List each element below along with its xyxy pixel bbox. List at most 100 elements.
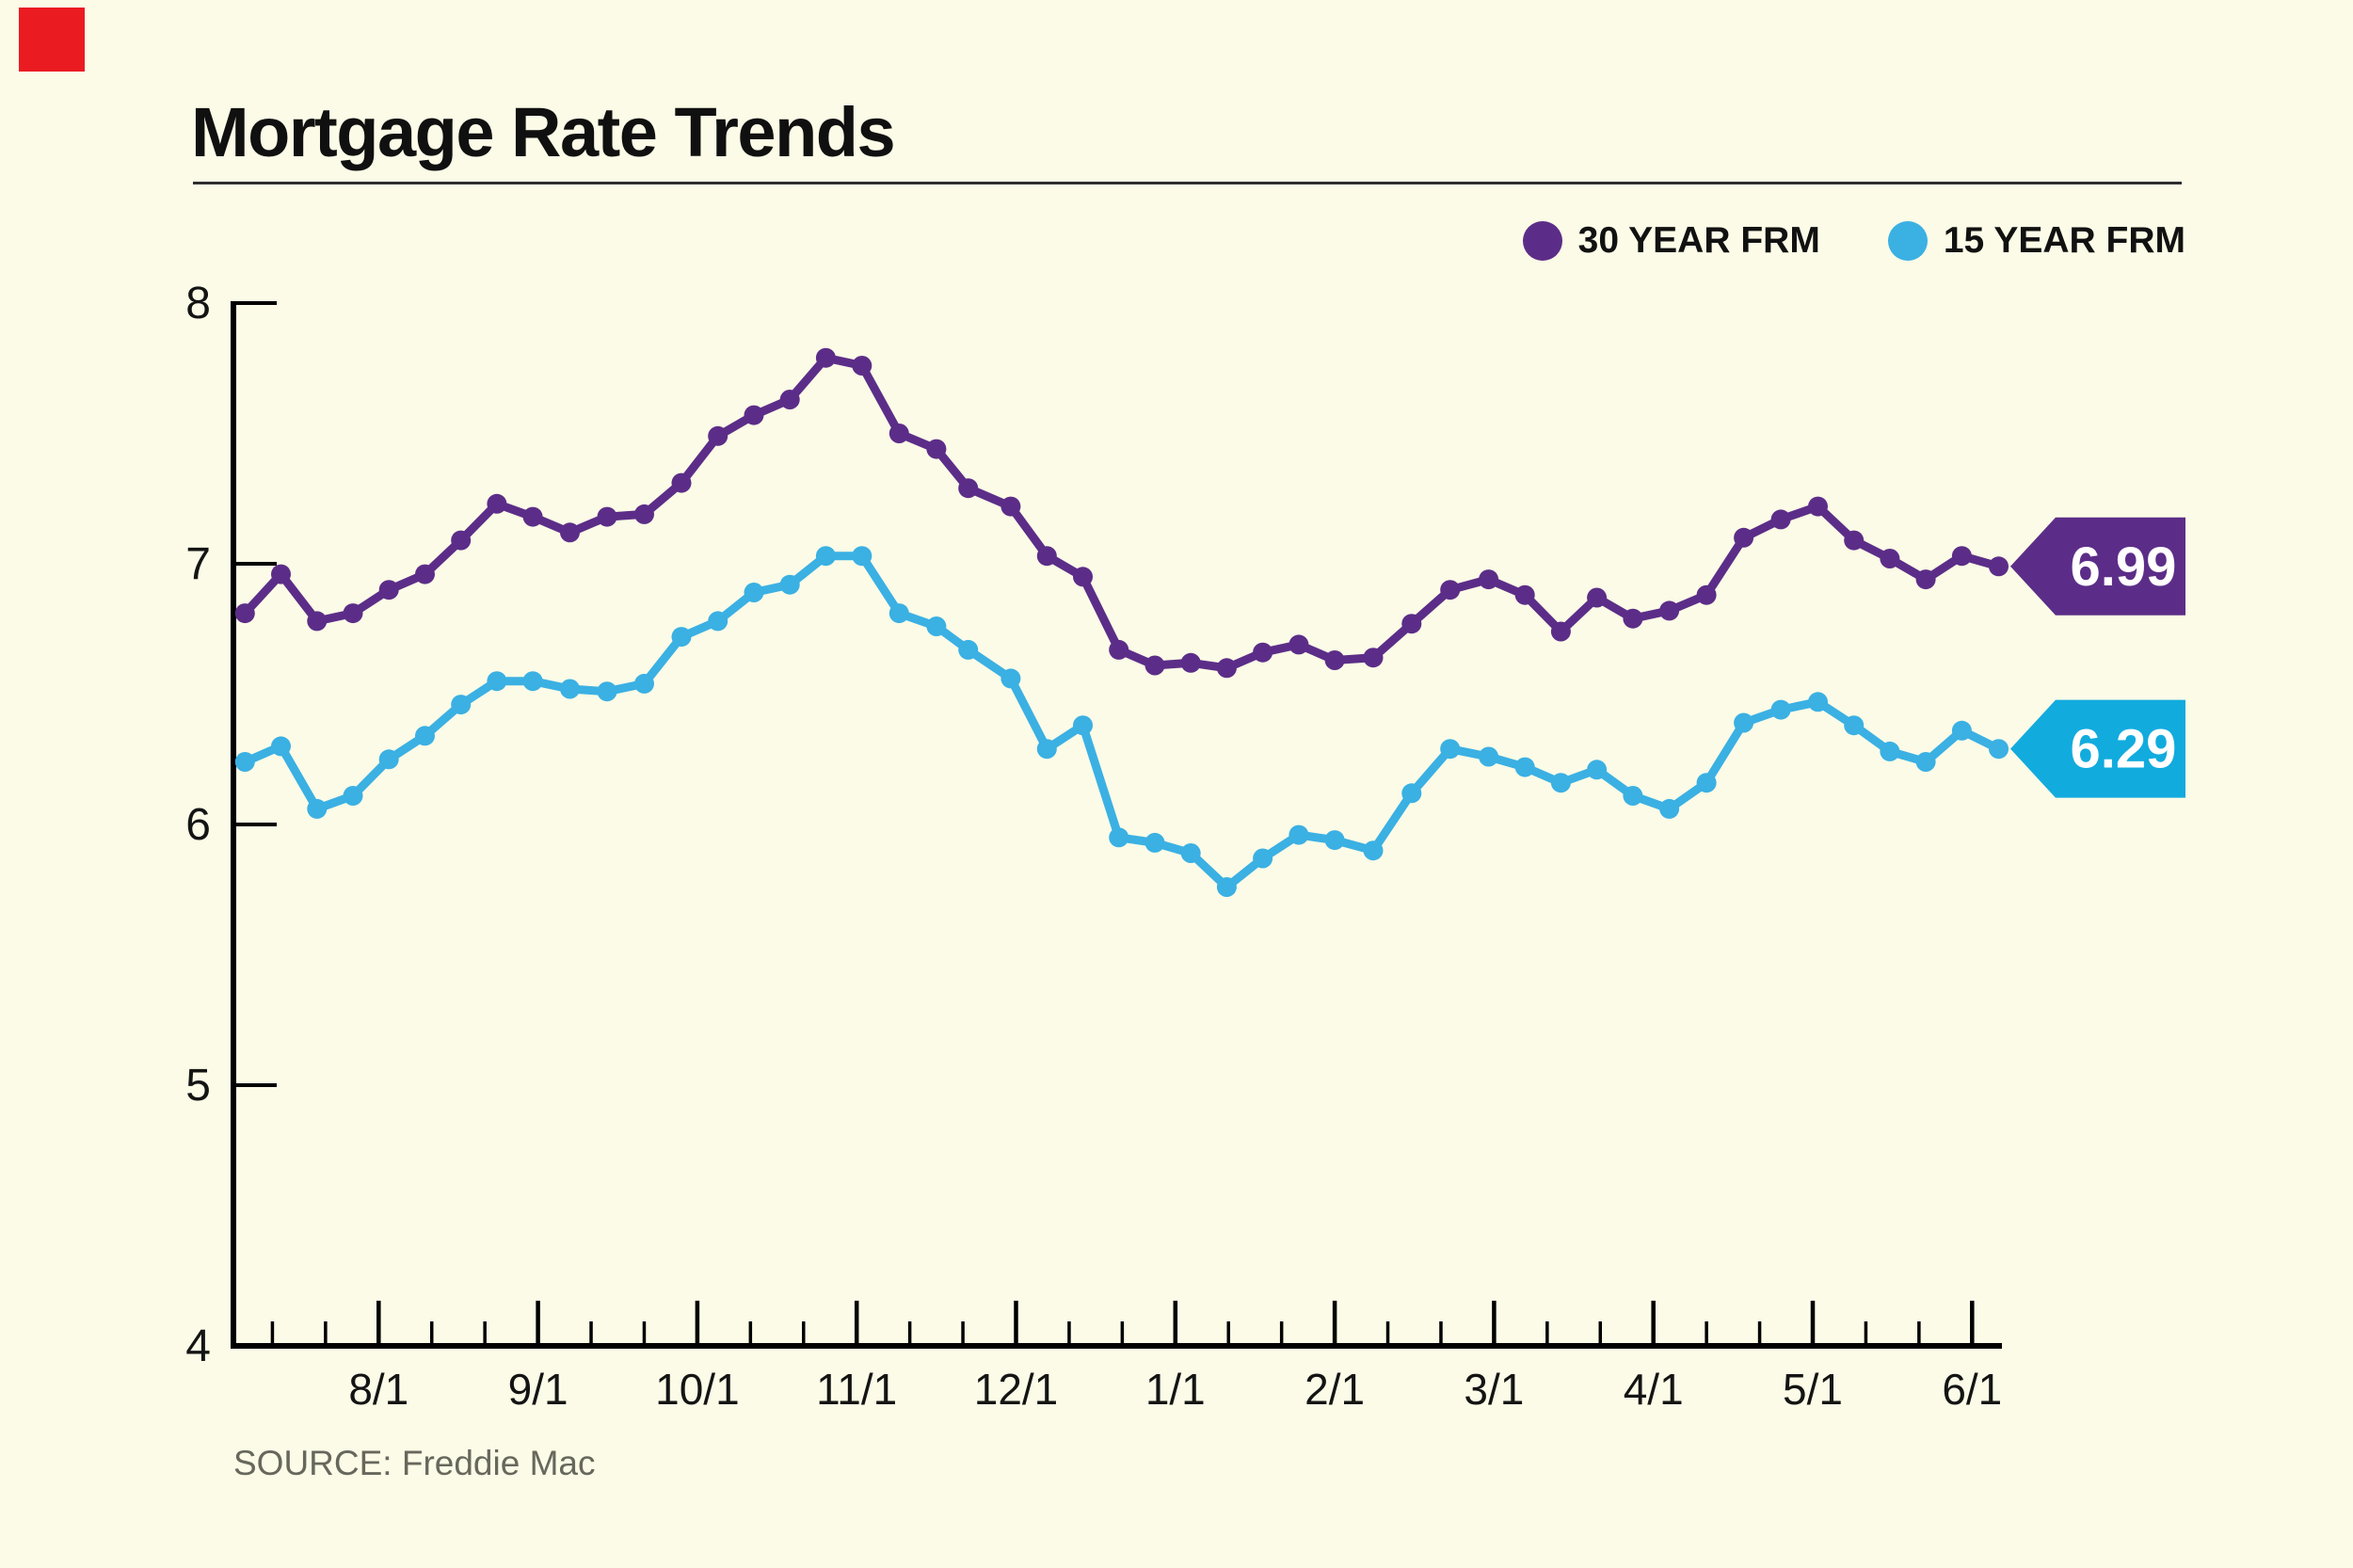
data-point	[926, 439, 947, 459]
data-point	[522, 671, 543, 692]
data-point	[779, 574, 800, 595]
data-point	[1989, 739, 2009, 760]
data-point	[634, 504, 654, 524]
callout-value: 6.99	[2071, 536, 2177, 598]
legend: 30 YEAR FRM 15 YEAR FRM	[1522, 220, 2185, 262]
data-point	[1770, 509, 1791, 530]
data-point	[852, 546, 872, 567]
data-point	[343, 786, 363, 806]
callout-arrow	[2010, 699, 2185, 798]
series-line-30yr	[240, 353, 2003, 673]
data-point	[888, 424, 909, 443]
data-point	[744, 583, 764, 602]
data-point	[597, 681, 617, 702]
data-point	[1109, 827, 1129, 848]
page-title: Mortgage Rate Trends	[191, 93, 896, 171]
data-point	[634, 673, 654, 694]
data-point	[1216, 877, 1237, 897]
data-point	[1623, 786, 1643, 806]
data-point	[487, 493, 507, 514]
data-point	[1550, 773, 1571, 793]
brand-logo-square	[19, 8, 85, 72]
x-tick-label: 2/1	[1305, 1365, 1365, 1414]
x-tick-label: 4/1	[1624, 1365, 1684, 1414]
data-point	[1659, 798, 1680, 819]
data-point	[234, 603, 255, 624]
data-point	[1401, 614, 1422, 634]
data-point	[415, 726, 435, 746]
data-point	[1880, 549, 1900, 568]
data-point	[1479, 569, 1499, 590]
data-point	[487, 671, 507, 692]
data-point	[1550, 621, 1571, 642]
data-point	[307, 798, 328, 819]
data-point	[1808, 692, 1828, 712]
legend-dot-icon	[1887, 221, 1928, 261]
data-point	[1401, 783, 1422, 804]
data-point	[1479, 746, 1499, 767]
data-point	[779, 390, 800, 409]
data-point	[1915, 569, 1936, 590]
data-point	[378, 749, 399, 770]
data-point	[926, 616, 947, 636]
y-tick-label: 7	[185, 539, 211, 589]
data-point	[522, 506, 543, 527]
data-point	[1253, 848, 1273, 869]
data-point	[1514, 584, 1535, 605]
title-divider	[193, 182, 2182, 184]
x-tick-label: 10/1	[655, 1365, 740, 1414]
data-point	[1770, 699, 1791, 720]
data-point	[1216, 658, 1237, 679]
data-point	[815, 546, 836, 567]
data-point	[1363, 648, 1384, 668]
data-point	[1000, 668, 1021, 689]
data-point	[1587, 587, 1608, 608]
data-point	[1073, 715, 1093, 736]
data-point	[708, 611, 728, 632]
callout-arrow	[2010, 517, 2185, 616]
y-tick-label: 4	[185, 1321, 211, 1371]
data-point	[1036, 739, 1057, 760]
data-point	[815, 347, 836, 368]
data-point	[852, 356, 872, 376]
data-point	[1109, 639, 1129, 660]
data-point	[958, 478, 979, 499]
legend-item-30yr: 30 YEAR FRM	[1522, 220, 1820, 262]
data-point	[888, 603, 909, 624]
legend-label: 15 YEAR FRM	[1943, 220, 2185, 261]
x-tick-label: 12/1	[974, 1365, 1059, 1414]
data-point	[1514, 757, 1535, 777]
data-point	[1363, 840, 1384, 861]
x-tick-label: 8/1	[348, 1365, 408, 1414]
data-point	[1289, 824, 1309, 845]
x-tick-label: 6/1	[1942, 1365, 2002, 1414]
data-point	[560, 679, 580, 699]
data-point	[1808, 496, 1828, 517]
y-tick-label: 6	[185, 800, 211, 850]
data-point	[1289, 634, 1309, 655]
data-point	[1659, 600, 1680, 621]
data-point	[1587, 760, 1608, 780]
data-point	[307, 611, 328, 632]
y-tick-label: 8	[185, 279, 211, 328]
data-point	[1073, 567, 1093, 587]
data-point	[1000, 496, 1021, 517]
data-point	[1180, 843, 1201, 863]
data-point	[560, 522, 580, 543]
data-point	[1036, 546, 1057, 567]
data-point	[1880, 741, 1900, 761]
data-point	[1324, 830, 1345, 851]
data-point	[1144, 832, 1165, 853]
data-point	[415, 564, 435, 584]
legend-item-15yr: 15 YEAR FRM	[1887, 220, 2185, 262]
data-point	[1844, 715, 1865, 736]
source-note: SOURCE: Freddie Mac	[233, 1444, 596, 1482]
data-point	[271, 564, 291, 584]
data-point	[1734, 712, 1754, 733]
data-point	[1951, 546, 1972, 567]
data-point	[1696, 584, 1717, 605]
y-tick-label: 5	[185, 1061, 211, 1111]
data-point	[451, 695, 472, 715]
data-point	[1324, 650, 1345, 670]
